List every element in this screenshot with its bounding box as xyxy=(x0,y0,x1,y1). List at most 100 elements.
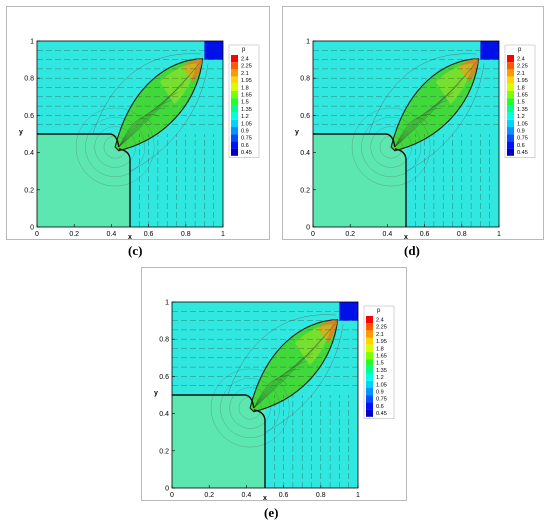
legend-swatch xyxy=(366,366,373,374)
y-tick-label: 0.6 xyxy=(159,374,169,381)
legend-swatch xyxy=(231,62,238,70)
legend-swatch xyxy=(231,55,238,63)
legend-label: 0.9 xyxy=(376,390,384,396)
field-lens-tip xyxy=(317,319,338,343)
contour-ring xyxy=(220,378,281,438)
legend-swatch xyxy=(507,105,514,113)
streamline xyxy=(118,118,153,148)
legend-box xyxy=(363,305,395,420)
streamline xyxy=(394,59,479,148)
legend-label: 0.6 xyxy=(241,143,249,149)
x-tick-label: 0 xyxy=(35,231,39,238)
field-lens-tip xyxy=(182,58,203,82)
field-lower-left xyxy=(172,395,265,488)
plot-area xyxy=(37,41,223,227)
outer-contour xyxy=(405,63,485,172)
legend-label: 1.95 xyxy=(241,78,252,84)
field-lens-mid xyxy=(294,324,332,366)
legend-swatch xyxy=(366,323,373,331)
legend-swatch xyxy=(366,388,373,396)
x-tick-label: 0.2 xyxy=(69,231,79,238)
legend-swatch xyxy=(231,98,238,106)
panel-caption-e: (e) xyxy=(264,505,279,520)
y-tick-label: 0 xyxy=(30,225,34,232)
legend-swatch xyxy=(507,141,514,149)
streamline xyxy=(394,91,454,148)
chart-svg: 00 0.2 0.2 0.4 0.4 0.6 0.6 0.8 0.8 1 1 x y p 2.42.252.… xyxy=(295,39,536,239)
plot-area xyxy=(313,41,499,227)
y-axis-label: y xyxy=(154,390,158,397)
legend-label: 2.1 xyxy=(376,332,384,338)
legend-label: 1.2 xyxy=(517,114,525,120)
contour-ring xyxy=(94,126,136,168)
legend-swatch xyxy=(366,344,373,352)
field-lower-left xyxy=(313,134,406,227)
legend-label: 1.2 xyxy=(376,375,384,381)
plot-area xyxy=(172,302,358,488)
field-lower-left xyxy=(37,134,130,227)
y-axis-label: y xyxy=(295,129,299,136)
field-lens-tip xyxy=(458,58,479,82)
y-tick-label: 0.2 xyxy=(159,448,169,455)
outer-contour xyxy=(227,314,336,396)
legend-label: 2.25 xyxy=(517,64,528,70)
legend-label: 0.9 xyxy=(517,129,525,135)
field-lens-mid xyxy=(435,63,473,105)
legend-swatch xyxy=(366,402,373,410)
legend-swatch xyxy=(507,62,514,70)
y-tick-label: 0 xyxy=(165,486,169,493)
y-tick-label: 0.4 xyxy=(300,150,310,157)
x-axis-label: x xyxy=(128,234,132,239)
legend-swatch xyxy=(231,141,238,149)
legend-label: 1.65 xyxy=(241,93,252,99)
legend-swatch xyxy=(507,127,514,135)
legend-swatch xyxy=(507,112,514,120)
legend-swatch xyxy=(231,134,238,142)
interface-horizontal xyxy=(313,133,396,148)
contour-ring xyxy=(229,387,271,429)
x-tick-label: 0.2 xyxy=(345,231,355,238)
legend-swatch xyxy=(366,316,373,324)
legend-swatch xyxy=(231,105,238,113)
legend-title: p xyxy=(518,47,522,53)
legend-title: p xyxy=(242,47,246,53)
interface-horizontal xyxy=(172,394,255,409)
legend-label: 0.45 xyxy=(517,150,528,156)
corner-block xyxy=(339,302,358,321)
streamline xyxy=(253,352,313,409)
y-tick-label: 0.6 xyxy=(24,113,34,120)
x-tick-label: 0 xyxy=(170,492,174,499)
y-tick-label: 0.6 xyxy=(300,113,310,120)
legend-label: 1.8 xyxy=(241,85,249,91)
x-tick-label: 0.4 xyxy=(242,492,252,499)
legend-label: 2.25 xyxy=(376,325,387,331)
y-tick-label: 0.8 xyxy=(159,337,169,344)
legend-label: 2.4 xyxy=(517,57,525,63)
legend-swatch xyxy=(231,119,238,127)
legend-label: 1.5 xyxy=(376,361,384,367)
legend-swatch xyxy=(231,127,238,135)
x-tick-label: 0.4 xyxy=(383,231,393,238)
y-tick-label: 0.4 xyxy=(159,411,169,418)
legend-swatch xyxy=(507,134,514,142)
contour-ring xyxy=(361,117,422,177)
y-tick-label: 0.4 xyxy=(24,150,34,157)
plot-frame xyxy=(171,301,359,489)
outer-contour xyxy=(264,324,344,433)
interface-vertical xyxy=(118,148,131,227)
legend-label: 1.95 xyxy=(376,339,387,345)
legend-swatch xyxy=(366,330,373,338)
legend-label: 1.05 xyxy=(241,121,252,127)
legend-label: 0.45 xyxy=(376,411,387,417)
outer-contour xyxy=(368,53,477,135)
y-tick-label: 1 xyxy=(306,39,310,46)
legend-label: 0.75 xyxy=(241,136,252,142)
legend-swatch xyxy=(366,337,373,345)
streamline xyxy=(118,108,165,148)
x-tick-label: 0.8 xyxy=(181,231,191,238)
legend-swatch xyxy=(507,119,514,127)
legend-swatch xyxy=(231,112,238,120)
legend-swatch xyxy=(231,91,238,99)
interface-vertical xyxy=(253,409,266,488)
interface-vertical xyxy=(394,148,407,227)
